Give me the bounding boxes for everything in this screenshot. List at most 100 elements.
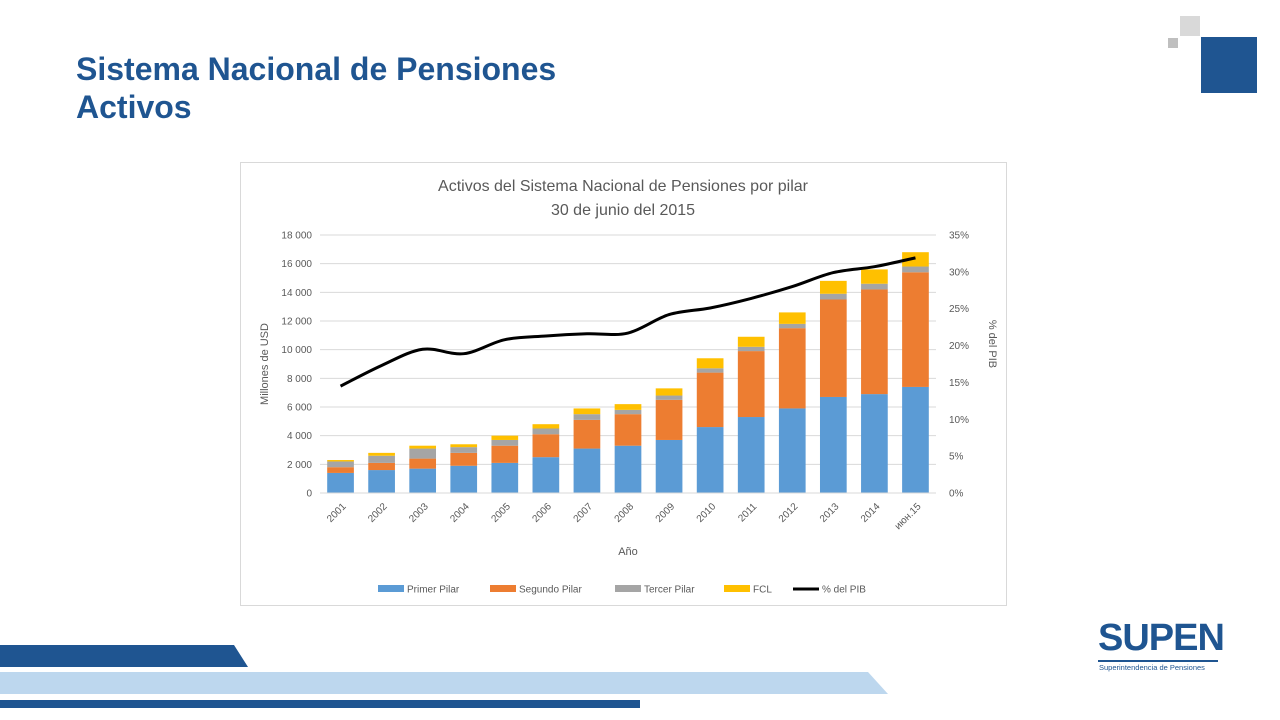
y2-tick-label: 5% (949, 452, 964, 463)
bar-primer-pilar (696, 427, 724, 493)
bar-fcl (409, 445, 437, 449)
x-tick-label: 2012 (777, 501, 801, 525)
x-tick-label: 2011 (736, 501, 759, 524)
bar-fcl (655, 388, 683, 396)
y2-axis-label: % del PIB (986, 320, 998, 368)
x-tick-label: 2007 (572, 501, 596, 525)
x-tick-label: 2010 (695, 501, 719, 525)
logo-wordmark: SUPEN (1098, 617, 1225, 659)
line-pct-pib (339, 256, 916, 388)
bar-segundo-pilar (368, 462, 395, 471)
bar-segundo-pilar (614, 414, 642, 446)
slide-title-line2: Activos (76, 89, 192, 125)
bar-tercer-pilar (409, 448, 437, 459)
slide-title: Sistema Nacional de Pensiones Activos (76, 50, 556, 126)
y-tick-label: 18 000 (281, 231, 312, 242)
bar-segundo-pilar (902, 272, 929, 387)
y-tick-label: 8 000 (287, 374, 312, 385)
x-tick-label: 2004 (448, 501, 472, 525)
bar-primer-pilar (902, 386, 929, 493)
bar-tercer-pilar (532, 428, 560, 435)
bar-fcl (861, 269, 888, 284)
bar-tercer-pilar (861, 283, 888, 290)
bar-primer-pilar (532, 457, 560, 493)
x-tick-label: 2005 (489, 501, 513, 525)
bar-fcl (696, 358, 724, 369)
chart-subtitle: 30 de junio del 2015 (551, 202, 695, 219)
bar-segundo-pilar (450, 452, 478, 466)
supen-logo: SUPEN Superintendencia de Pensiones (1098, 618, 1225, 672)
x-tick-label: 2006 (530, 501, 554, 525)
corner-decoration (1168, 16, 1258, 94)
legend-swatch (615, 585, 641, 592)
y-axis-label: Millones de USD (259, 323, 271, 405)
deco-square-blue (1201, 37, 1257, 93)
bar-fcl (368, 452, 395, 456)
bar-fcl (450, 444, 478, 448)
y-tick-label: 16 000 (281, 259, 312, 270)
x-tick-label: 2008 (613, 501, 637, 525)
bottom-band-light (0, 672, 888, 694)
bar-segundo-pilar (819, 299, 847, 397)
bar-segundo-pilar (409, 458, 437, 469)
y2-tick-label: 35% (949, 231, 969, 242)
bar-segundo-pilar (327, 467, 354, 473)
bar-tercer-pilar (819, 293, 847, 300)
x-tick-label: 2001 (325, 501, 349, 525)
bar-tercer-pilar (696, 368, 724, 373)
bar-tercer-pilar (368, 455, 395, 463)
bar-segundo-pilar (696, 372, 724, 428)
bar-fcl (327, 460, 354, 462)
y-tick-label: 2 000 (287, 460, 312, 471)
y2-tick-label: 20% (949, 341, 969, 352)
bar-segundo-pilar (573, 419, 601, 449)
legend-swatch (724, 585, 750, 592)
legend-label: Tercer Pilar (644, 585, 695, 596)
bar-primer-pilar (491, 462, 519, 493)
y-tick-label: 4 000 (287, 431, 312, 442)
y2-tick-label: 0% (949, 489, 964, 500)
x-axis-label: Año (618, 546, 638, 558)
bottom-band-dark-2 (0, 700, 640, 708)
x-tick-label: 2009 (654, 501, 678, 525)
bar-fcl (737, 336, 765, 347)
bar-primer-pilar (573, 448, 601, 493)
deco-square-gray (1180, 16, 1200, 36)
bar-tercer-pilar (491, 439, 519, 446)
bar-primer-pilar (409, 468, 437, 493)
bar-fcl (532, 424, 560, 429)
y2-tick-label: 30% (949, 267, 969, 278)
logo-subtitle: Superintendencia de Pensiones (1099, 663, 1205, 672)
bar-fcl (778, 312, 806, 324)
y-tick-label: 0 (306, 489, 312, 500)
y-tick-label: 6 000 (287, 403, 312, 414)
y-tick-label: 14 000 (281, 288, 312, 299)
bar-tercer-pilar (450, 447, 478, 453)
y2-tick-label: 25% (949, 304, 969, 315)
stacked-bar-chart: Activos del Sistema Nacional de Pensione… (259, 178, 998, 596)
bar-tercer-pilar (573, 414, 601, 420)
bar-primer-pilar (819, 396, 847, 493)
bar-tercer-pilar (655, 395, 683, 400)
legend-swatch (378, 585, 404, 592)
chart-container: Activos del Sistema Nacional de Pensione… (240, 162, 1007, 606)
x-tick-label: июн.15 (893, 501, 924, 532)
deco-square-gray-small (1168, 38, 1178, 48)
bar-primer-pilar (614, 445, 642, 493)
x-tick-label: 2014 (859, 501, 883, 525)
bar-primer-pilar (450, 465, 478, 493)
bar-segundo-pilar (532, 434, 560, 458)
bar-fcl (491, 435, 519, 440)
y-tick-label: 10 000 (281, 345, 312, 356)
y2-tick-label: 15% (949, 378, 969, 389)
bar-fcl (614, 404, 642, 410)
bar-segundo-pilar (778, 328, 806, 409)
bar-fcl (573, 408, 601, 415)
bar-primer-pilar (778, 408, 806, 493)
bar-primer-pilar (368, 470, 395, 493)
bar-segundo-pilar (491, 445, 519, 463)
bar-primer-pilar (327, 472, 354, 493)
legend-label: FCL (753, 585, 772, 596)
x-tick-label: 2002 (366, 501, 390, 525)
bar-segundo-pilar (655, 399, 683, 440)
